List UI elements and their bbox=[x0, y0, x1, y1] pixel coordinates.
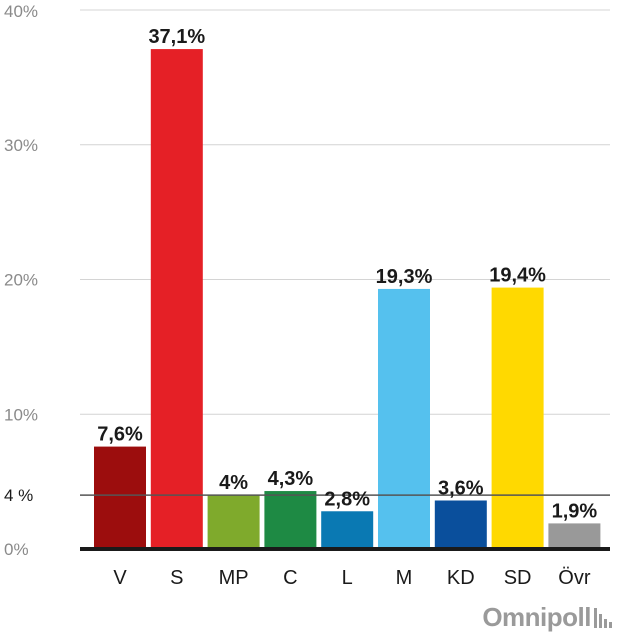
category-label: C bbox=[283, 567, 297, 589]
data-label: 4,3% bbox=[268, 468, 314, 490]
data-label: 19,4% bbox=[489, 265, 546, 287]
y-tick-label: 30% bbox=[4, 136, 38, 155]
omnipoll-logo: Omnipoll bbox=[482, 602, 614, 633]
bar-kd bbox=[434, 500, 487, 549]
y-tick-label: 0% bbox=[4, 540, 29, 559]
bar-sd bbox=[491, 287, 544, 549]
category-label: Övr bbox=[558, 567, 591, 589]
category-label: L bbox=[342, 567, 353, 589]
data-label: 19,3% bbox=[376, 266, 433, 288]
logo-text: Omnipoll bbox=[482, 602, 591, 632]
bar-m bbox=[378, 288, 430, 549]
bar-c bbox=[264, 491, 317, 549]
data-label: 37,1% bbox=[148, 26, 205, 48]
category-label: MP bbox=[219, 567, 249, 589]
data-label: 3,6% bbox=[438, 477, 484, 499]
logo-bars-icon bbox=[594, 608, 614, 628]
y-tick-label: 10% bbox=[4, 405, 38, 424]
category-label: SD bbox=[504, 567, 532, 589]
category-labels: V S MP C L M KD SD Övr bbox=[113, 567, 591, 589]
bar-l bbox=[321, 511, 374, 549]
threshold-label: 4 % bbox=[4, 486, 33, 505]
bar-mp bbox=[207, 495, 260, 549]
y-tick-label: 20% bbox=[4, 271, 38, 290]
category-label: KD bbox=[447, 567, 475, 589]
threshold: 4 % bbox=[4, 486, 610, 505]
data-label: 1,9% bbox=[552, 500, 598, 522]
data-label: 4% bbox=[219, 472, 248, 494]
bar-s bbox=[150, 49, 203, 549]
bars bbox=[94, 49, 601, 549]
bar-v bbox=[94, 446, 146, 549]
data-label: 2,8% bbox=[324, 488, 370, 510]
category-label: V bbox=[113, 567, 127, 589]
category-label: M bbox=[396, 567, 413, 589]
bar-övr bbox=[548, 523, 601, 549]
y-tick-label: 40% bbox=[4, 2, 38, 21]
data-labels: 7,6% 37,1% 4% 4,3% 2,8% 19,3% 3,6% 19,4% 1,9% bbox=[97, 26, 597, 522]
data-label: 7,6% bbox=[97, 424, 143, 446]
category-label: S bbox=[170, 567, 183, 589]
y-axis-ticks: 0% 10% 20% 30% 40% bbox=[4, 2, 38, 559]
